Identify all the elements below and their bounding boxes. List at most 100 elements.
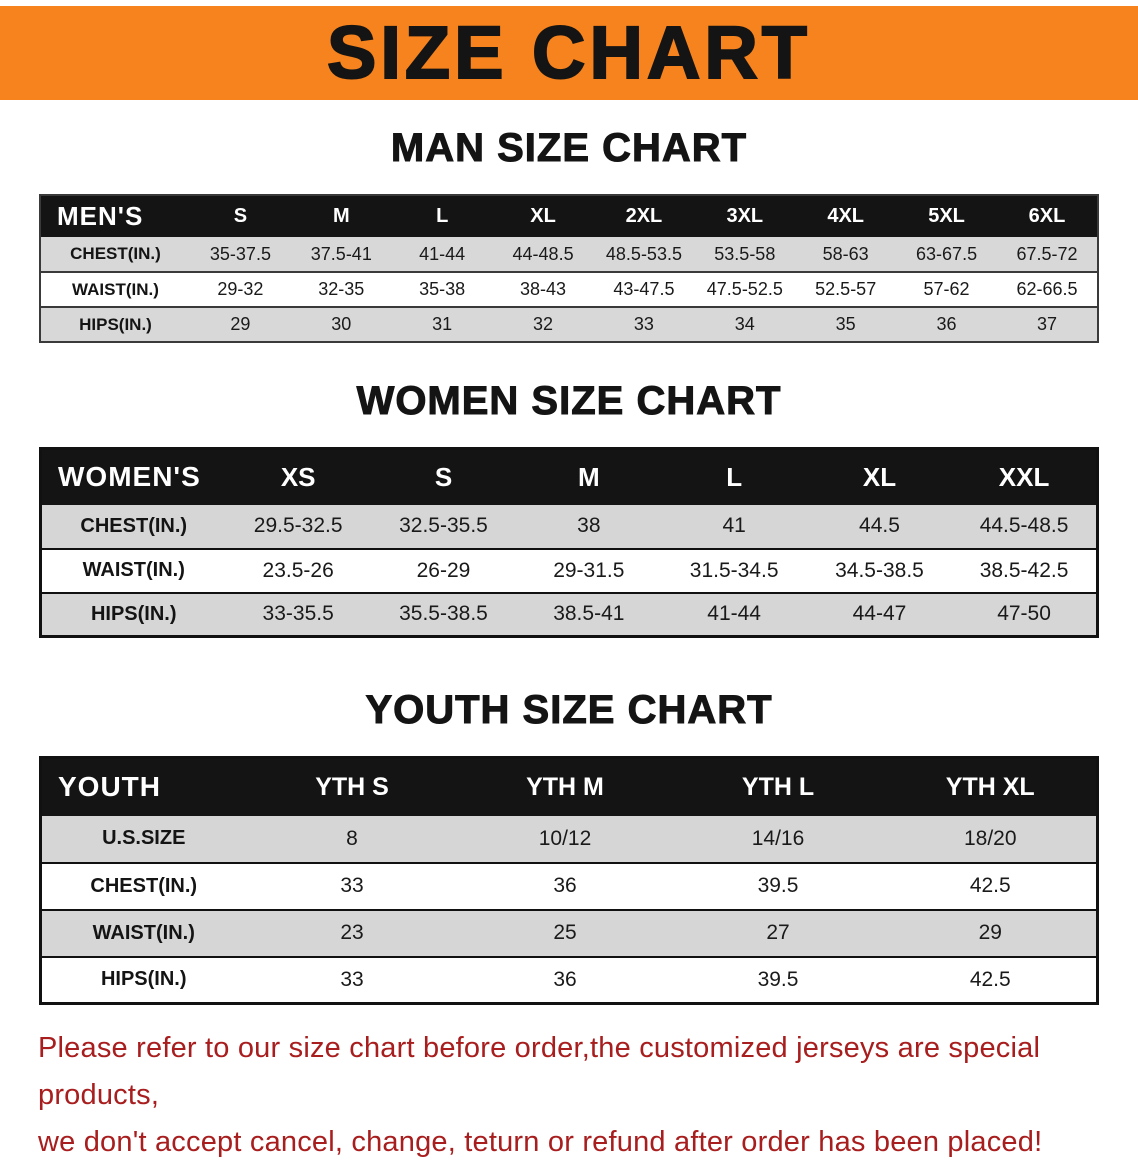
size-value: 36 [553,967,577,991]
size-value: 29 [978,921,1002,944]
row-label: CHEST(IN.) [90,874,198,897]
size-value: 29-31.5 [553,558,625,582]
size-value: 31 [432,314,453,334]
size-column-header: YTH L [671,757,885,816]
size-column-header: XL [492,195,594,237]
size-value: 27 [766,921,790,944]
size-column-header: YTH S [245,757,459,816]
size-value: 14/16 [751,826,805,850]
size-column-header: 2XL [593,195,695,237]
size-chart-banner: SIZE CHART [0,6,1138,100]
measurement-row: HIPS(IN.) 33 36 39.5 42.5 [40,957,1098,1004]
row-label: HIPS(IN.) [79,314,152,334]
women-table-body: CHEST(IN.) 29.5-32.5 32.5-35.5 38 41 44.5 44.5… [40,504,1098,637]
row-label: CHEST(IN.) [80,514,188,537]
row-label: HIPS(IN.) [100,968,187,991]
measurement-row: WAIST(IN.) 23 25 27 29 [40,909,1098,957]
size-value: 10/12 [538,826,592,850]
women-table-header: WOMEN'S XS S M L XL XXL [40,448,1098,505]
size-value: 35-38 [419,279,466,299]
size-value: 38-43 [520,279,567,299]
size-value: 34 [734,314,755,334]
size-value: 62-66.5 [1016,279,1078,299]
size-value: 37.5-41 [310,243,372,264]
size-value: 29.5-32.5 [253,514,343,537]
size-value: 44-48.5 [512,243,574,264]
men-table-body: CHEST(IN.) 35-37.5 37.5-41 41-44 44-48.5 48.5… [40,237,1098,342]
measurement-row: CHEST(IN.) 33 36 39.5 42.5 [40,863,1098,910]
measurement-row: HIPS(IN.) 29 30 31 32 33 34 35 36 37 [40,307,1098,342]
table-corner-label: WOMEN'S [40,448,226,505]
size-value: 29 [230,314,251,334]
size-column-header: S [190,195,291,237]
row-label: CHEST(IN.) [70,244,161,263]
size-value: 32.5-35.5 [399,514,488,537]
measurement-row: HIPS(IN.) 33-35.5 35.5-38.5 38.5-41 41-44 44-… [40,592,1098,637]
size-column-header: 4XL [795,195,897,237]
size-value: 34.5-38.5 [835,558,924,582]
size-value: 41-44 [419,243,466,264]
row-label: U.S.SIZE [102,827,186,849]
disclaimer-line-1: Please refer to our size chart before or… [38,1032,1041,1111]
size-value: 31.5-34.5 [689,558,779,582]
size-value: 38.5-42.5 [979,558,1069,582]
size-value: 42.5 [969,874,1011,897]
men-size-table: MEN'S S M L XL 2XL 3XL 4XL 5XL 6XL CHEST(IN.) 35-3… [39,194,1099,343]
size-value: 25 [553,921,577,944]
row-label: WAIST(IN.) [82,559,185,581]
size-value: 35.5-38.5 [399,602,488,626]
youth-size-table: YOUTH YTH S YTH M YTH L YTH XL U.S.SIZE 8 10/1… [39,756,1099,1005]
size-value: 52.5-57 [815,279,877,299]
size-value: 32 [533,314,554,334]
measurement-row: U.S.SIZE 8 10/12 14/16 18/20 [40,815,1098,863]
disclaimer-line-2: we don't accept cancel, change, teturn o… [38,1126,1043,1158]
size-value: 48.5-53.5 [605,243,682,264]
size-value: 33 [340,874,364,897]
men-section-heading: MAN SIZE CHART [390,126,748,171]
size-value: 36 [936,314,957,334]
size-column-header: M [516,448,662,505]
women-size-table: WOMEN'S XS S M L XL XXL CHEST(IN.) 29.5-32.5 32.… [39,447,1099,638]
size-value: 29-32 [217,279,264,299]
size-value: 33-35.5 [262,602,334,626]
size-value: 43-47.5 [613,279,675,299]
measurement-row: WAIST(IN.) 29-32 32-35 35-38 38-43 43-47.5 47.… [40,272,1098,307]
size-value: 30 [331,314,352,334]
banner-title: SIZE CHART [326,11,811,94]
size-column-header: L [661,448,807,505]
size-column-header: 3XL [694,195,796,237]
row-label: WAIST(IN.) [72,279,159,299]
size-value: 33 [340,967,364,991]
size-value: 42.5 [969,967,1011,991]
size-value: 32-35 [318,279,365,299]
size-value: 39.5 [757,967,799,991]
size-column-header: XL [806,448,953,505]
size-column-header: S [370,448,517,505]
size-column-header: YTH M [458,757,672,816]
size-column-header: L [391,195,493,237]
table-corner-label: MEN'S [40,195,190,237]
size-column-header: XXL [952,448,1098,505]
size-value: 35 [835,314,856,334]
size-column-header: XS [225,448,371,505]
size-value: 18/20 [963,826,1017,850]
size-value: 57-62 [923,279,970,299]
measurement-row: WAIST(IN.) 23.5-26 26-29 29-31.5 31.5-34.5 34… [40,549,1098,593]
size-value: 44-47 [852,602,907,626]
table-corner-label: YOUTH [40,757,246,816]
measurement-row: CHEST(IN.) 29.5-32.5 32.5-35.5 38 41 44.5 44.5… [40,504,1098,549]
size-value: 26-29 [416,558,471,582]
size-value: 33 [633,314,654,334]
size-value: 58-63 [822,243,869,264]
youth-table-header: YOUTH YTH S YTH M YTH L YTH XL [40,757,1098,816]
youth-table-body: U.S.SIZE 8 10/12 14/16 18/20 CHEST(IN.) 33 36 39… [40,815,1098,1004]
size-value: 8 [346,826,358,850]
size-column-header: YTH XL [884,757,1098,816]
size-value: 63-67.5 [916,243,978,264]
size-value: 38.5-41 [553,602,625,626]
size-value: 53.5-58 [714,243,776,264]
row-label: HIPS(IN.) [90,602,177,625]
size-value: 47.5-52.5 [706,279,783,299]
youth-section-heading: YOUTH SIZE CHART [365,688,773,733]
size-value: 39.5 [757,874,799,897]
